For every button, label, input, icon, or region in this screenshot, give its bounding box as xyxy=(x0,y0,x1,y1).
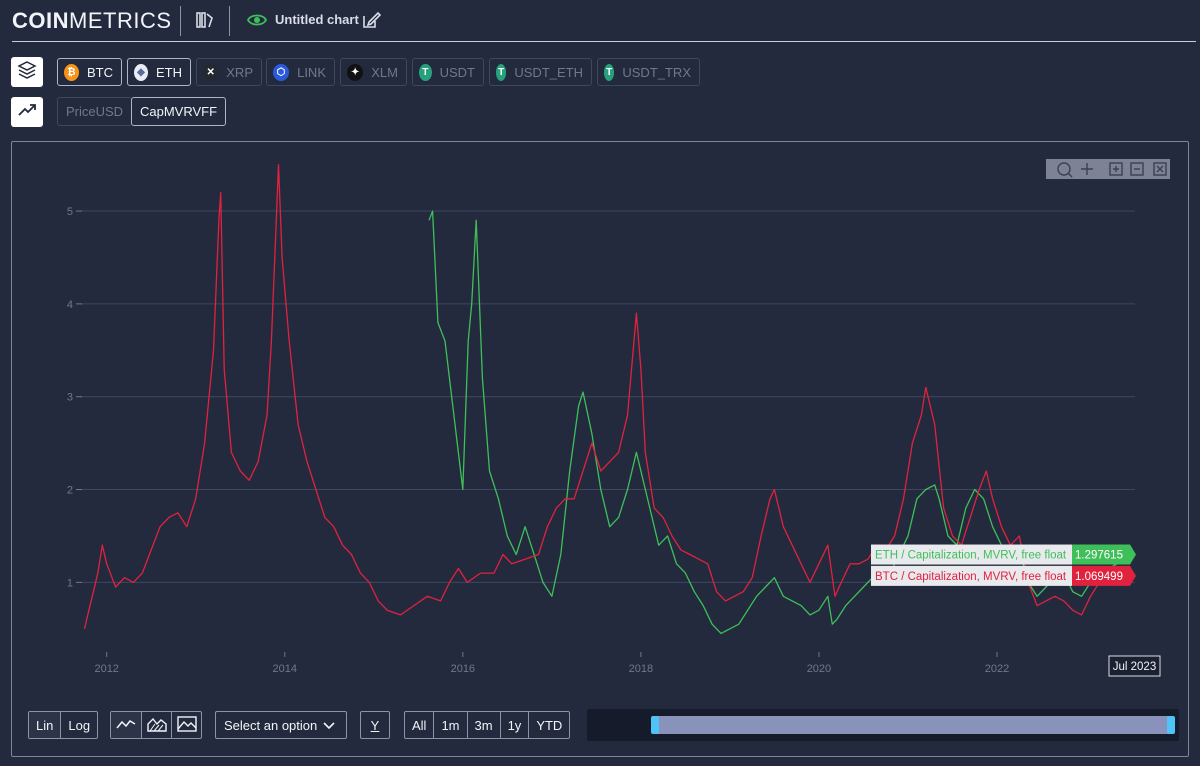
y-tick-label: 5 xyxy=(67,206,73,218)
linear-scale-button[interactable]: Lin xyxy=(29,712,61,738)
line-style-button[interactable] xyxy=(111,712,141,738)
asset-label: USDT_ETH xyxy=(514,64,583,80)
xlm-coin-icon: ✦ xyxy=(347,63,364,81)
xrp-coin-icon: ✕ xyxy=(203,63,219,81)
asset-label: USDT_TRX xyxy=(622,64,691,80)
zoom-out-icon[interactable] xyxy=(1130,162,1144,176)
asset-chip-btc[interactable]: ₿ BTC xyxy=(57,58,122,86)
crosshair-date-box xyxy=(1108,655,1161,677)
x-tick-label: 2022 xyxy=(985,663,1009,675)
asset-label: LINK xyxy=(297,64,326,80)
visibility-eye-icon[interactable] xyxy=(246,9,268,31)
top-bar: COINMETRICS Untitled chart xyxy=(0,0,1200,42)
zoom-icon[interactable] xyxy=(1057,162,1073,178)
x-tick-label: 2014 xyxy=(273,663,297,675)
y-tick-label: 4 xyxy=(67,299,73,311)
brand-light: METRICS xyxy=(69,8,172,33)
asset-label: USDT xyxy=(439,64,475,80)
x-tick-label: 2012 xyxy=(94,663,118,675)
pan-icon[interactable] xyxy=(1081,163,1093,175)
area-chart-icon xyxy=(146,716,167,735)
line-chart-icon xyxy=(116,717,136,734)
asset-chip-usdt-trx[interactable]: T USDT_TRX xyxy=(597,58,700,86)
x-tick-label: 2018 xyxy=(629,663,653,675)
series-value: 1.297615 xyxy=(1075,550,1123,562)
x-tick-label: 2020 xyxy=(807,663,831,675)
asset-label: XRP xyxy=(226,64,253,80)
layers-icon xyxy=(17,60,37,85)
usdt-eth-coin-icon: T xyxy=(496,63,507,81)
range-all-button[interactable]: All xyxy=(412,717,427,733)
x-tick-label: 2016 xyxy=(451,663,475,675)
edit-title-icon[interactable] xyxy=(360,9,382,31)
chart-title[interactable]: Untitled chart xyxy=(275,12,359,27)
crosshair-date-label: Jul 2023 xyxy=(1113,661,1156,673)
range-1m-button[interactable]: 1m xyxy=(433,712,466,738)
series-value-badge xyxy=(1072,565,1136,586)
mountain-chart-icon xyxy=(176,715,197,735)
area-style-button[interactable] xyxy=(141,712,171,738)
series-tooltip-name: BTC / Capitalization, MVRV, free float xyxy=(875,571,1067,583)
zoom-toolbar xyxy=(1046,159,1170,179)
range-selector: All 1m 3m 1y YTD xyxy=(404,711,571,739)
link-coin-icon: ⬡ xyxy=(273,63,290,81)
btc-coin-icon: ₿ xyxy=(64,63,79,81)
asset-chip-link[interactable]: ⬡ LINK xyxy=(266,58,335,86)
metric-label: PriceUSD xyxy=(66,104,124,119)
reset-zoom-icon[interactable] xyxy=(1153,162,1167,176)
range-slider-right-handle[interactable] xyxy=(1167,716,1175,734)
asset-chip-eth[interactable]: ◆ ETH xyxy=(127,58,191,86)
range-3m-button[interactable]: 3m xyxy=(466,712,500,738)
y-tick-label: 2 xyxy=(67,485,73,497)
range-slider-left-handle[interactable] xyxy=(651,716,659,734)
log-scale-button[interactable]: Log xyxy=(60,712,97,738)
series-value-badge xyxy=(1072,544,1136,565)
usdt-trx-coin-icon: T xyxy=(604,63,615,81)
range-slider-window[interactable] xyxy=(655,716,1171,734)
y-tick-label: 3 xyxy=(67,392,73,404)
series-line-btc[interactable] xyxy=(83,163,1131,629)
asset-label: XLM xyxy=(371,64,398,80)
asset-chip-xlm[interactable]: ✦ XLM xyxy=(340,58,407,86)
range-ytd-button[interactable]: YTD xyxy=(528,712,569,738)
series-tooltip-name: ETH / Capitalization, MVRV, free float xyxy=(875,550,1067,562)
usdt-coin-icon: T xyxy=(419,63,432,81)
select-placeholder: Select an option xyxy=(224,717,318,733)
series-tooltip-name-bg xyxy=(871,544,1072,565)
brand-logo[interactable]: COINMETRICS xyxy=(12,8,172,34)
chart-style-toggle xyxy=(110,711,202,739)
range-1y-button[interactable]: 1y xyxy=(499,712,529,738)
y-axis-toggle: Y xyxy=(360,711,390,739)
asset-layers-button[interactable] xyxy=(11,57,43,87)
y-axis-button[interactable]: Y xyxy=(370,717,380,733)
eth-coin-icon: ◆ xyxy=(134,63,148,81)
mountain-style-button[interactable] xyxy=(171,712,201,738)
y-tick-label: 1 xyxy=(67,577,73,589)
zoom-in-icon[interactable] xyxy=(1109,162,1123,176)
metric-label: CapMVRVFF xyxy=(140,104,218,119)
series-value: 1.069499 xyxy=(1075,571,1123,583)
chart-library-icon[interactable] xyxy=(194,9,216,31)
option-select[interactable]: Select an option xyxy=(215,711,347,739)
series-tooltip-name-bg xyxy=(871,565,1072,586)
asset-chip-xrp[interactable]: ✕ XRP xyxy=(196,58,262,86)
brand-bold: COIN xyxy=(12,8,69,33)
trend-line-icon xyxy=(17,100,37,125)
scale-toggle: Lin Log xyxy=(28,711,99,739)
asset-chip-usdt-eth[interactable]: T USDT_ETH xyxy=(489,58,592,86)
divider xyxy=(229,6,230,36)
metric-chip-capmvrvff[interactable]: CapMVRVFF xyxy=(131,97,227,126)
chart-panel xyxy=(11,141,1189,757)
asset-chip-usdt[interactable]: T USDT xyxy=(412,58,484,86)
asset-label: ETH xyxy=(156,64,182,80)
divider xyxy=(180,6,181,36)
metric-selector-button[interactable] xyxy=(11,97,43,127)
chevron-down-icon xyxy=(322,719,336,736)
asset-label: BTC xyxy=(87,64,113,80)
header-divider xyxy=(12,41,1196,42)
